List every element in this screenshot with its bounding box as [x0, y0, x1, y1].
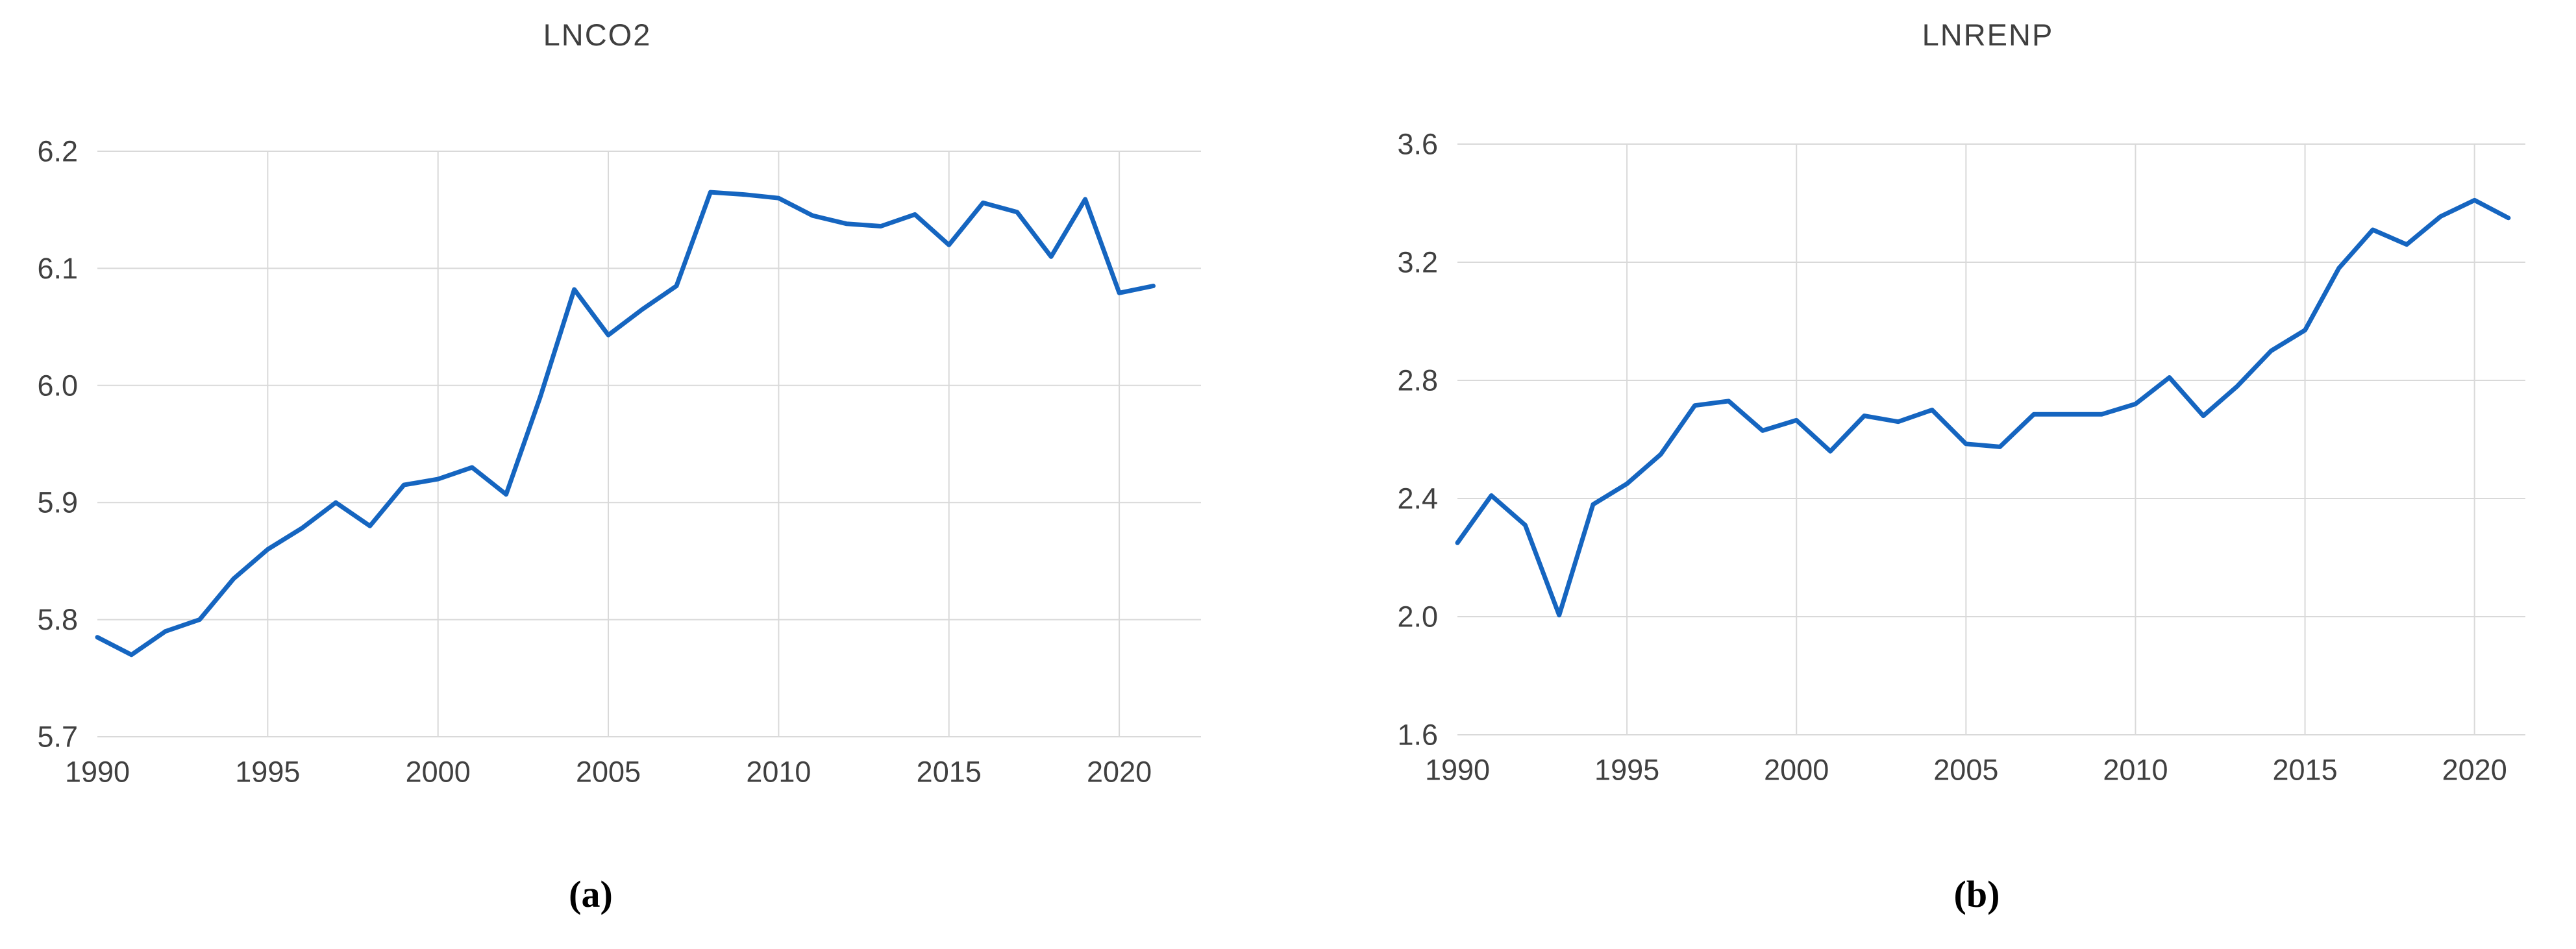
- series-line: [95, 190, 1156, 658]
- y-axis-tick-label: 6.1: [37, 252, 78, 285]
- x-axis-tick-label: 2000: [406, 756, 471, 789]
- x-axis-tick-label: 1990: [65, 756, 130, 789]
- chart-title-lnrenp: LNRENP: [1922, 18, 2054, 52]
- x-axis-tick-label: 2015: [917, 756, 982, 789]
- y-axis-tick-label: 5.7: [37, 721, 78, 754]
- x-axis-tick-label: 2010: [746, 756, 811, 789]
- y-axis-tick-label: 3.6: [1397, 128, 1438, 161]
- caption-panel-b: (b): [1953, 873, 2000, 915]
- x-axis-tick-label: 2000: [1764, 754, 1829, 787]
- x-axis-tick-label: 1995: [1594, 754, 1659, 787]
- x-axis-tick-label: 1990: [1425, 754, 1490, 787]
- y-axis-tick-label: 5.8: [37, 603, 78, 636]
- y-axis-tick-label: 3.2: [1397, 246, 1438, 279]
- y-axis-tick-label: 2.0: [1397, 600, 1438, 634]
- x-axis-tick-label: 2005: [1933, 754, 1998, 787]
- series-line: [1455, 197, 2511, 618]
- x-axis-tick-label: 1995: [235, 756, 300, 789]
- y-axis-tick-label: 1.6: [1397, 719, 1438, 752]
- y-axis-tick-label: 2.4: [1397, 482, 1438, 515]
- y-axis-tick-label: 5.9: [37, 486, 78, 519]
- y-axis-tick-label: 6.2: [37, 135, 78, 168]
- y-axis-tick-label: 2.8: [1397, 364, 1438, 397]
- x-axis-tick-label: 2020: [2442, 754, 2507, 787]
- chart-title-lnco2: LNCO2: [543, 18, 652, 52]
- x-axis-tick-label: 2015: [2273, 754, 2338, 787]
- x-axis-tick-label: 2005: [576, 756, 641, 789]
- caption-panel-a: (a): [569, 873, 613, 915]
- x-axis-tick-label: 2020: [1087, 756, 1152, 789]
- x-axis-tick-label: 2010: [2103, 754, 2168, 787]
- y-axis-tick-label: 6.0: [37, 369, 78, 402]
